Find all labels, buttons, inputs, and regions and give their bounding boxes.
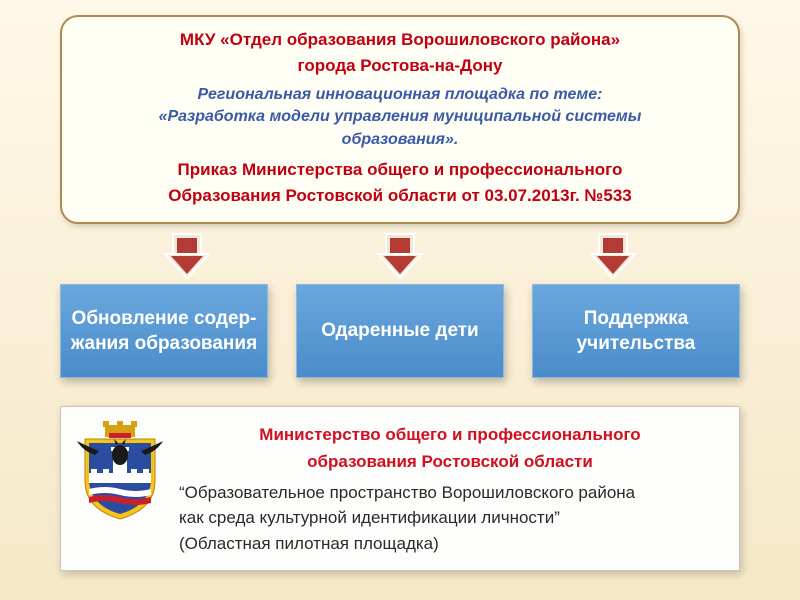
arrow-1 [159, 232, 215, 280]
arrow-3 [585, 232, 641, 280]
bottom-line-1: “Образовательное пространство Ворошиловс… [179, 483, 635, 502]
header-subtitle: Региональная инновационная площадка по т… [92, 84, 708, 151]
sub2: «Разработка модели управления муниципаль… [159, 108, 642, 125]
card-2: Одаренные дети [296, 284, 504, 378]
bottom-line-2: как среда культурной идентификации лично… [179, 508, 560, 527]
sub1: Региональная инновационная площадка по т… [198, 86, 603, 103]
header-title-1: МКУ «Отдел образования Ворошиловского ра… [92, 27, 708, 53]
header-order: Приказ Министерства общего и профессиона… [92, 157, 708, 208]
bottom-text: Министерство общего и профессионального … [179, 421, 721, 556]
arrows-row [80, 232, 720, 280]
bottom-line-3: (Областная пилотная площадка) [179, 534, 439, 553]
emblem [75, 421, 165, 521]
sub3: образования». [342, 131, 459, 148]
bottom-red-1: Министерство общего и профессионального [259, 425, 640, 444]
card-1: Обновление содер-жания образования [60, 284, 268, 378]
bottom-box: Министерство общего и профессионального … [60, 406, 740, 571]
card-3: Поддержка учительства [532, 284, 740, 378]
bottom-black: “Образовательное пространство Ворошиловс… [179, 480, 721, 557]
cards-row: Обновление содер-жания образования Одаре… [60, 284, 740, 378]
bottom-red: Министерство общего и профессионального … [179, 421, 721, 475]
order2: Образования Ростовской области от 03.07.… [168, 186, 631, 205]
bottom-red-2: образования Ростовской области [307, 452, 593, 471]
header-title-2: города Ростова-на-Дону [92, 53, 708, 79]
order1: Приказ Министерства общего и профессиона… [178, 160, 623, 179]
header-box: МКУ «Отдел образования Ворошиловского ра… [60, 15, 740, 224]
arrow-2 [372, 232, 428, 280]
